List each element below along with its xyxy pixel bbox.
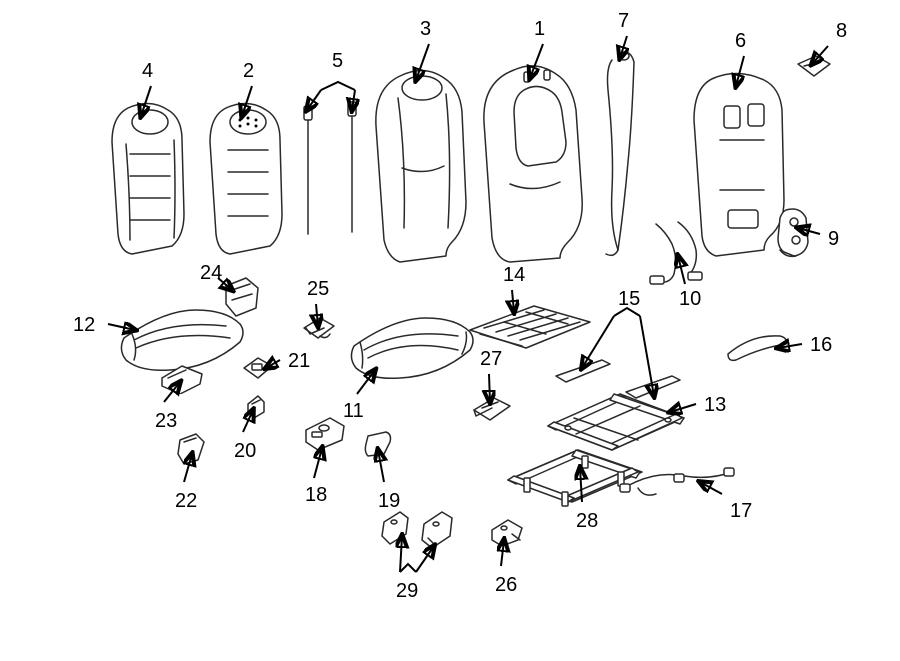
part-switch-knob (244, 392, 268, 420)
callout-label-29: 29 (396, 580, 418, 603)
callout-label-3: 3 (420, 18, 431, 41)
part-upper-trim-clip (796, 54, 832, 80)
part-seat-cushion (346, 312, 476, 382)
callout-label-10: 10 (679, 288, 701, 311)
part-heater-wire-back (600, 50, 646, 260)
part-motor-bracket (486, 516, 526, 546)
callout-label-22: 22 (175, 490, 197, 513)
part-seat-back-cover-outer (108, 100, 190, 260)
part-inner-trim-shield (158, 360, 206, 394)
callout-label-2: 2 (243, 60, 254, 83)
part-trim-cover-handle (362, 428, 396, 458)
callout-label-16: 16 (810, 334, 832, 357)
callout-label-23: 23 (155, 410, 177, 433)
part-seat-control-module (470, 394, 514, 424)
callout-label-26: 26 (495, 574, 517, 597)
callout-label-6: 6 (735, 30, 746, 53)
callout-label-27: 27 (480, 348, 502, 371)
part-outer-trim-shield (174, 430, 208, 466)
part-recliner-latch (776, 206, 812, 260)
exploded-diagram: 1234567891011121314151617181920212223242… (0, 0, 900, 661)
callout-label-28: 28 (576, 510, 598, 533)
part-seat-back-harness (648, 218, 708, 288)
callout-label-17: 17 (730, 500, 752, 523)
part-seat-wiring-harness (618, 464, 738, 502)
callout-label-12: 12 (73, 314, 95, 337)
part-occupant-sensor-module (300, 314, 338, 342)
callout-label-25: 25 (307, 278, 329, 301)
callout-label-13: 13 (704, 394, 726, 417)
callout-label-14: 14 (503, 264, 525, 287)
callout-label-24: 24 (200, 262, 222, 285)
part-seat-back-frame (480, 64, 590, 264)
callout-label-4: 4 (142, 60, 153, 83)
callout-label-5: 5 (332, 50, 343, 73)
part-seat-back-cover-inner (206, 100, 288, 260)
callout-label-19: 19 (378, 490, 400, 513)
callout-label-7: 7 (618, 10, 629, 33)
part-seat-back-cushion (372, 68, 472, 264)
callout-label-21: 21 (288, 350, 310, 373)
part-switch-panel (300, 414, 348, 450)
callout-label-20: 20 (234, 440, 256, 463)
callout-label-1: 1 (534, 18, 545, 41)
callout-label-8: 8 (836, 20, 847, 43)
callout-label-9: 9 (828, 228, 839, 251)
callout-label-11: 11 (343, 400, 364, 423)
part-lumbar-switch-module (240, 354, 276, 382)
callout-label-15: 15 (618, 288, 640, 311)
part-headrest-guide-sleeves (300, 100, 362, 240)
callout-label-18: 18 (305, 484, 327, 507)
part-recliner-lever (722, 332, 790, 362)
